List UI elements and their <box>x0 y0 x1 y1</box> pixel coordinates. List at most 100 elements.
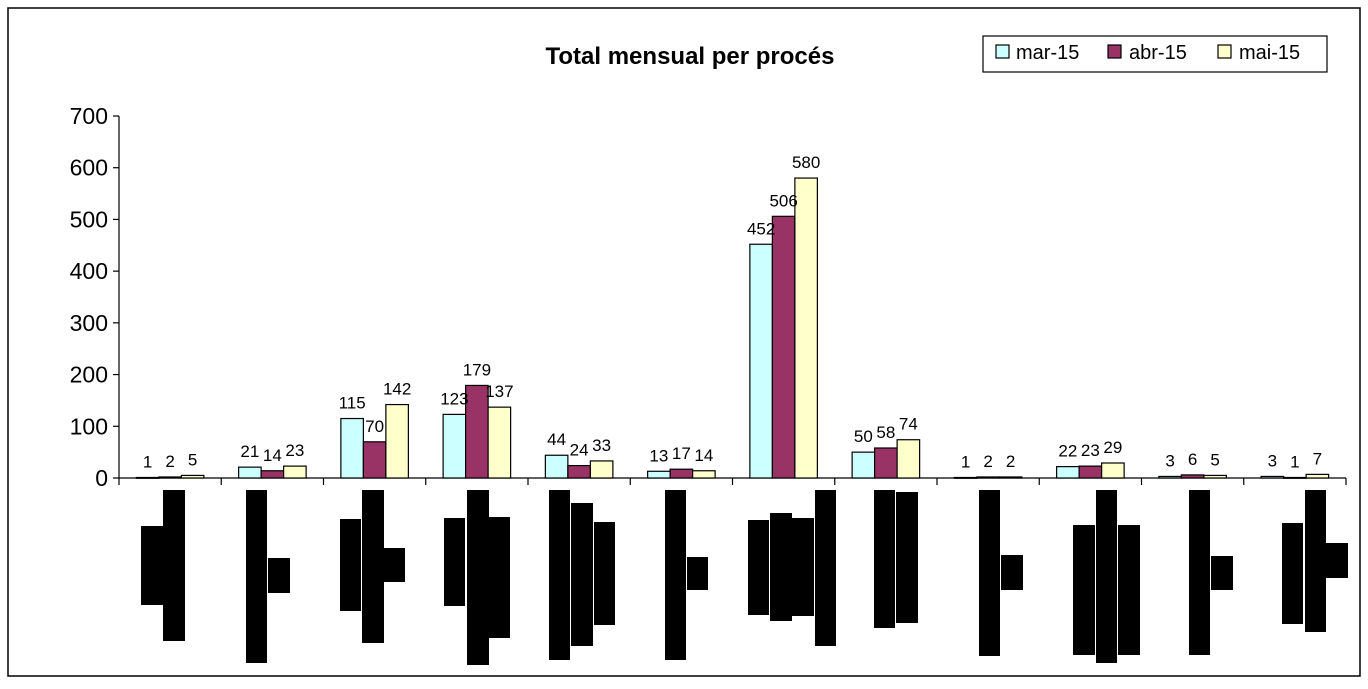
legend-swatch <box>1217 44 1232 59</box>
data-label: 115 <box>339 394 366 413</box>
bar-mai-15-cat-4 <box>487 406 512 479</box>
bar-mar-15-cat-8 <box>851 451 876 479</box>
data-label: 137 <box>485 382 513 401</box>
redacted-category-label <box>571 503 593 646</box>
bar-abr-15-cat-9 <box>976 476 1000 479</box>
bar-mar-15-cat-1 <box>135 476 160 479</box>
y-tick-label: 500 <box>70 206 108 232</box>
legend-label: abr-15 <box>1129 42 1187 64</box>
redacted-category-label <box>1001 555 1023 590</box>
data-label: 70 <box>365 417 384 436</box>
data-label: 6 <box>1188 450 1197 469</box>
bar-mai-15-cat-7 <box>794 177 818 479</box>
data-label: 23 <box>285 441 304 460</box>
legend-label: mar-15 <box>1016 42 1079 64</box>
y-tick-label: 400 <box>70 258 108 284</box>
data-label: 142 <box>383 380 411 399</box>
data-label: 13 <box>649 446 668 465</box>
bar-mai-15-cat-11 <box>1203 474 1227 479</box>
redacted-category-label <box>1326 543 1348 578</box>
bar-mai-15-cat-9 <box>998 476 1023 479</box>
y-tick-label: 600 <box>70 155 108 181</box>
data-label: 1 <box>961 452 970 471</box>
data-label: 14 <box>263 446 282 465</box>
bar-mar-15-cat-9 <box>953 476 978 479</box>
redacted-category-label <box>1282 523 1303 624</box>
data-label: 74 <box>899 415 918 434</box>
data-label: 2 <box>165 452 174 471</box>
data-label: 1 <box>1290 452 1299 471</box>
chart-title: Total mensual per procés <box>546 43 835 70</box>
bar-abr-15-cat-11 <box>1180 474 1205 479</box>
redacted-category-label <box>268 558 290 593</box>
redacted-category-label <box>594 522 615 625</box>
redacted-category-label <box>340 519 361 611</box>
bar-abr-15-cat-7 <box>771 215 796 479</box>
redacted-category-label <box>488 517 510 638</box>
data-label: 24 <box>570 441 589 460</box>
bar-mai-15-cat-8 <box>896 439 921 479</box>
data-label: 33 <box>592 436 611 455</box>
bar-abr-15-cat-10 <box>1078 465 1103 479</box>
redacted-category-labels <box>141 490 1348 665</box>
data-label: 452 <box>747 219 775 238</box>
data-label: 7 <box>1313 449 1322 468</box>
bar-mar-15-cat-6 <box>647 470 671 479</box>
y-tick-label: 0 <box>95 465 108 491</box>
redacted-category-label <box>467 490 489 665</box>
redacted-category-label <box>979 490 1000 656</box>
data-label: 22 <box>1058 442 1077 461</box>
redacted-category-label <box>1096 490 1117 663</box>
data-label: 58 <box>876 423 895 442</box>
data-label: 2 <box>983 452 992 471</box>
y-tick-label: 100 <box>70 413 108 439</box>
legend-swatch <box>995 44 1010 59</box>
redacted-category-label <box>815 490 836 646</box>
redacted-category-label <box>384 548 405 582</box>
bar-abr-15-cat-2 <box>260 470 285 479</box>
data-label: 506 <box>769 191 797 210</box>
bar-abr-15-cat-6 <box>669 468 694 479</box>
legend: mar-15 abr-15 mai-15 <box>982 35 1328 73</box>
data-label: 14 <box>694 446 713 465</box>
data-label: 5 <box>1210 450 1219 469</box>
data-label: 17 <box>672 444 691 463</box>
bar-mar-15-cat-5 <box>544 454 569 479</box>
bars <box>135 177 1330 479</box>
redacted-category-label <box>444 518 465 606</box>
data-label: 44 <box>547 430 566 449</box>
data-label: 50 <box>854 427 873 446</box>
legend-label: mai-15 <box>1239 42 1300 64</box>
data-label: 5 <box>188 450 197 469</box>
redacted-category-label <box>748 520 769 615</box>
bar-abr-15-cat-8 <box>874 447 898 479</box>
bar-abr-15-cat-1 <box>158 476 182 479</box>
legend-box <box>982 35 1328 73</box>
bar-abr-15-cat-12 <box>1283 476 1307 479</box>
y-tick-label: 200 <box>70 362 108 388</box>
redacted-category-label <box>1118 525 1140 655</box>
redacted-category-label <box>362 490 384 643</box>
data-label: 3 <box>1165 451 1174 470</box>
redacted-category-label <box>687 557 708 590</box>
bar-mai-15-cat-1 <box>180 474 205 479</box>
redacted-category-label <box>1073 525 1095 655</box>
redacted-category-label <box>246 490 267 663</box>
bar-abr-15-cat-3 <box>362 441 387 479</box>
bar-mar-15-cat-2 <box>238 466 262 479</box>
redacted-category-label <box>141 526 163 605</box>
bar-mai-15-cat-3 <box>385 403 409 479</box>
redacted-category-label <box>770 513 792 621</box>
data-label: 29 <box>1103 438 1122 457</box>
data-label: 23 <box>1081 441 1100 460</box>
redacted-category-label <box>1305 490 1326 632</box>
bar-mar-15-cat-4 <box>442 413 467 479</box>
data-label: 21 <box>240 442 259 461</box>
axes: 0 100 200 300 400 500 600 700 <box>70 103 1347 491</box>
redacted-category-label <box>874 490 895 628</box>
redacted-category-label <box>1211 556 1233 590</box>
data-label: 123 <box>440 389 468 408</box>
